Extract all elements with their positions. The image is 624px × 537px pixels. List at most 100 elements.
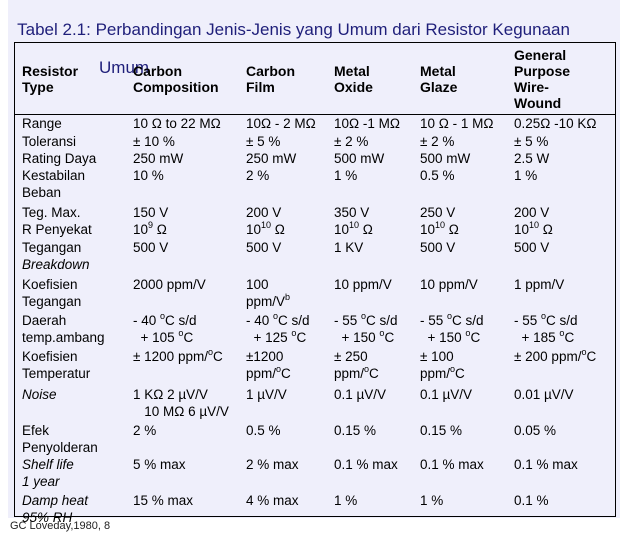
cell-text: 1 % [334,168,358,183]
row-label-text: Koefisien [22,277,78,292]
value-cell: 10 % [133,167,164,184]
cell-text: - 40 oC s/d [246,310,310,328]
cell-text: 0.15 % [334,423,377,438]
row-label-text: Range [22,116,62,131]
cell-text: 0.1 µV/V [334,387,387,402]
header-cell: Metal Oxide [334,43,373,115]
cell-text: 200 V [246,205,282,220]
value-cell: 10 Ω to 22 MΩ [133,115,221,132]
row-label: Rating Daya [22,150,96,167]
value-cell: - 40 oC s/d + 125 oC [246,310,310,346]
cell-text: 2.5 W [514,151,550,166]
value-cell: 500 V [420,239,455,256]
row-label: Kestabilan Beban [22,167,85,201]
cell-text: ppm/Vb [246,291,291,309]
row-label: Noise [22,386,57,403]
cell-text: 1 ppm/V [514,277,565,292]
cell-text: 10 MΩ 6 µV/V [133,404,229,419]
cell-text: 10 Ω - 1 MΩ [420,116,494,131]
value-cell: ± 5 % [246,133,280,150]
value-cell: 0.15 % [334,422,376,439]
value-cell: 0.1 µV/V [334,386,386,403]
value-cell: 1 % [420,492,443,509]
row-label-text: Kestabilan [22,168,86,183]
header-cell: Carbon Film [246,43,295,115]
cell-text: ± 200 ppm/oC [514,346,597,364]
header-text: Oxide [334,79,373,95]
value-cell: 0.5 % [420,167,455,184]
row-label-text: R Penyekat [22,222,92,237]
cell-text: 1 KV [334,240,364,255]
cell-text: ±1200 [246,349,284,364]
row-label-text: Rating Daya [22,151,97,166]
row-label-text: temp.ambang [22,330,105,345]
row-label-text: 1 year [22,474,60,489]
cell-text: 500 V [420,240,456,255]
cell-text: ± 100 [420,349,454,364]
row-label: Range [22,115,62,132]
cell-text: 100 [246,277,269,292]
title-line-1: Tabel 2.1: Perbandingan Jenis-Jenis yang… [17,20,570,39]
cell-text: ± 2 % [334,134,369,149]
value-cell: 0.1 % [514,492,549,509]
value-cell: 1010 Ω [246,220,285,238]
value-cell: 5 % max [133,456,186,473]
cell-text: 1010 Ω [514,219,553,237]
cell-text: ± 250 [334,349,368,364]
value-cell: - 55 oC s/d + 185 oC [514,310,578,346]
value-cell: ± 100 ppm/oC [420,348,465,382]
cell-text: 0.1 µV/V [420,387,473,402]
cell-text: 2 % [246,168,270,183]
header-cell: Metal Glaze [420,43,457,115]
table-header: Resistor Type Carbon Composition Carbon Film M… [15,43,615,115]
value-cell: 10Ω -1 MΩ [334,115,400,132]
cell-text: - 55 oC s/d [514,310,578,328]
cell-text: 500 mW [334,151,385,166]
value-cell: 1 µV/V [246,386,287,403]
cell-text: 500 V [133,240,169,255]
cell-text: 250 V [420,205,456,220]
cell-text: + 150 oC [420,327,481,345]
value-cell: 0.15 % [420,422,462,439]
cell-text: - 40 oC s/d [133,310,197,328]
value-cell: 0.25Ω -10 KΩ [514,115,596,132]
cell-text: 10Ω -1 MΩ [334,116,400,131]
row-label-text: Temperatur [22,366,91,381]
row-label: Daerah temp.ambang [22,312,105,346]
header-text: Type [22,79,54,95]
row-label-text: Koefisien [22,349,78,364]
value-cell: 500 V [514,239,549,256]
cell-text: 1 µV/V [246,387,287,402]
row-label-text: 95% RH [22,510,73,525]
value-cell: 0.1 % max [420,456,484,473]
cell-text: 0.01 µV/V [514,387,574,402]
cell-text: - 55 oC s/d [420,310,484,328]
cell-text: + 150 oC [334,327,395,345]
header-text: Carbon [246,63,295,79]
value-cell: 1 KΩ 2 µV/V 10 MΩ 6 µV/V [133,386,229,420]
cell-text: + 185 oC [514,327,575,345]
header-cell: Resistor Type [22,43,78,115]
cell-text: 350 V [334,205,370,220]
row-label: Toleransi [22,133,76,150]
header-text: Resistor [22,63,79,79]
value-cell: 500 mW [334,150,384,167]
header-text: Wound [514,95,562,111]
value-cell: 200 V [246,204,281,221]
value-cell: 1010 Ω [514,219,553,238]
cell-text: 1 % [514,168,538,183]
header-text: General [514,47,567,63]
value-cell: 100 ppm/Vb [246,276,290,310]
value-cell: ± 2 % [420,133,454,150]
cell-text: ± 1200 ppm/oC [133,346,223,364]
value-cell: 350 V [334,204,369,221]
value-cell: 10Ω - 2 MΩ [246,115,316,132]
value-cell: ± 1200 ppm/oC [133,346,223,365]
value-cell: 15 % max [133,492,193,509]
value-cell: 2 % [133,422,156,439]
cell-text: 150 V [133,205,169,220]
value-cell: 2 % max [246,456,299,473]
row-label: Damp heat 95% RH [22,492,88,526]
value-cell: 1 KV [334,239,363,256]
value-cell: 10 Ω - 1 MΩ [420,115,493,132]
